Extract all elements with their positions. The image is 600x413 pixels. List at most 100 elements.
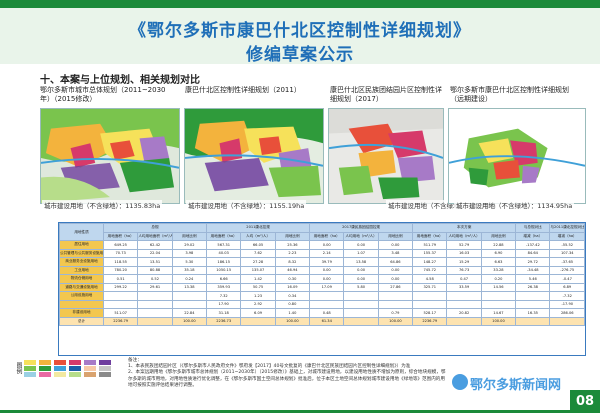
table-cell: 511.07: [102, 308, 139, 318]
table-cell: 0.51: [102, 274, 139, 284]
table-cell: 33.28: [480, 265, 517, 275]
map-caption-4: 城市建设用地（不含绿地）：1134.95ha: [454, 200, 575, 210]
table-cell: 64.86: [377, 257, 414, 267]
sub-header-cell: 用地比例: [377, 231, 414, 241]
table-cell: 155.37: [412, 248, 448, 258]
table-cell: [412, 299, 448, 309]
table-cell: 46.94: [274, 265, 311, 275]
table-cell: 8.32: [274, 257, 311, 267]
table-cell: 84.64: [515, 248, 551, 258]
table-row: 公共管理与公共服务设施用地 70.73 22.04 3.98 40.03 7.62 2.23…: [59, 248, 585, 258]
legend-swatch: [84, 360, 96, 365]
table-cell: 2.14: [309, 248, 345, 258]
table-cell: [137, 316, 173, 326]
table-cell: 1.42: [240, 274, 276, 284]
table-cell: 0.00: [309, 265, 345, 275]
legend-swatches: [24, 360, 116, 377]
table-cell: 567.31: [206, 240, 242, 250]
table-cell: 0.00: [343, 274, 379, 284]
sub-header-cell: 用地比例: [171, 231, 208, 241]
table-cell: 0.00: [343, 240, 379, 250]
legend: 图例: [10, 358, 120, 408]
table-cell: 745.72: [412, 265, 448, 275]
table-cell: 27.28: [240, 257, 276, 267]
table-cell: 100.00: [171, 316, 208, 326]
table-cell: 39.79: [309, 257, 345, 267]
group-header-3: 2017康民族团结园控规: [309, 223, 414, 233]
legend-swatch: [84, 366, 96, 371]
table-cell: 1.07: [343, 248, 379, 258]
table-cell: [137, 299, 173, 309]
map-image-1: [40, 108, 180, 204]
table-cell: 0.80: [274, 299, 311, 309]
table-cell: -0.47: [549, 274, 585, 284]
row-name: 居住用地: [59, 240, 104, 250]
sub-header-cell: 增减（ha）: [549, 231, 585, 241]
sub-header-cell: 人均用地（m²/人）: [343, 231, 379, 241]
map-image-2: [184, 108, 324, 204]
table-cell: 29.02: [171, 240, 208, 250]
table-cell: 5.46: [515, 274, 551, 284]
table-cell: 62.42: [137, 240, 173, 250]
table-cell: 186.15: [206, 257, 242, 267]
sub-header-cell: 用地比例: [480, 231, 517, 241]
top-bar: [0, 0, 600, 8]
table-cell: 50.75: [240, 282, 276, 292]
table-cell: 4.58: [412, 274, 448, 284]
table-row: 物流仓储用地 0.51 0.52 0.24 6.66 1.42 0.30 0.00 0.00 0.…: [59, 274, 585, 284]
table-cell: -34.48: [515, 265, 551, 275]
table-cell: 13.51: [137, 257, 173, 267]
table-cell: 7.32: [206, 291, 242, 301]
map-label-1: 鄂尔多斯市城市总体规划（2011~2030年）（2015修改）: [40, 86, 166, 103]
row-name: 公共管理与公共服务设施用地: [59, 248, 104, 258]
table-cell: 3.98: [171, 248, 208, 258]
table-cell: [343, 308, 379, 318]
row-name: 道路与交通设施用地: [59, 282, 104, 292]
table-cell: 0.48: [309, 308, 345, 318]
table-cell: 16.03: [446, 248, 482, 258]
table-row: 总计 2236.79 100.00 2236.73 100.00 61.34 100.00 2…: [59, 316, 585, 326]
table-cell: 80.88: [137, 265, 173, 275]
legend-swatch: [24, 360, 36, 365]
table-cell: 22.04: [137, 248, 173, 258]
table-cell: 325.71: [412, 282, 448, 292]
table-cell: -7.32: [549, 291, 585, 301]
table-cell: 135.07: [240, 265, 276, 275]
table-cell: 7.62: [240, 248, 276, 258]
table-cell: 13.58: [343, 257, 379, 267]
legend-swatch: [54, 372, 66, 377]
table-cell: 16.09: [274, 282, 311, 292]
map-label-3: 康巴什北区民族团结园片区控制性详细规划（2017）: [330, 86, 442, 103]
table-cell: 29.72: [515, 257, 551, 267]
legend-swatch: [99, 360, 111, 365]
table-cell: 6.63: [480, 257, 517, 267]
table-cell: -37.65: [549, 257, 585, 267]
title-line-2: 修编草案公示: [246, 45, 354, 65]
row-name: 非建设用地: [59, 308, 104, 318]
map-label-4: 鄂尔多斯市康巴什北区控制性详细规划（远期建设）: [450, 86, 569, 103]
table-cell: -55.52: [549, 240, 585, 250]
table-cell: [412, 291, 448, 301]
legend-swatch: [69, 372, 81, 377]
legend-swatch: [24, 372, 36, 377]
table-cell: 25.36: [274, 240, 311, 250]
table-cell: 35.18: [171, 265, 208, 275]
sub-header-cell: 增减（ha）: [515, 231, 551, 241]
row-name: 总计: [59, 316, 104, 326]
table-cell: [446, 299, 482, 309]
table-cell: [137, 308, 173, 318]
table-cell: 780.20: [102, 265, 139, 275]
table-cell: 1.40: [274, 308, 311, 318]
table-cell: [171, 291, 208, 301]
table-cell: 359.93: [206, 282, 242, 292]
map-caption-1: 城市建设用地（不含绿地）：1135.83ha: [42, 200, 163, 210]
legend-swatch: [24, 366, 36, 371]
notes-line-1: 1、本表民族团结园片区（《鄂尔多斯市人民政府文件》鄂府发【2017】40号文批复…: [128, 364, 411, 370]
legend-swatch: [39, 366, 51, 371]
table-cell: [515, 316, 551, 326]
table-cell: [446, 316, 482, 326]
map-caption-2: 城市建设用地（不含绿地）：1155.19ha: [186, 200, 307, 210]
table-cell: 6.90: [480, 248, 517, 258]
table-row: 工业用地 780.20 80.88 35.18 1050.15 135.07 46.94 0.…: [59, 265, 585, 275]
row-name: 工业用地: [59, 265, 104, 275]
